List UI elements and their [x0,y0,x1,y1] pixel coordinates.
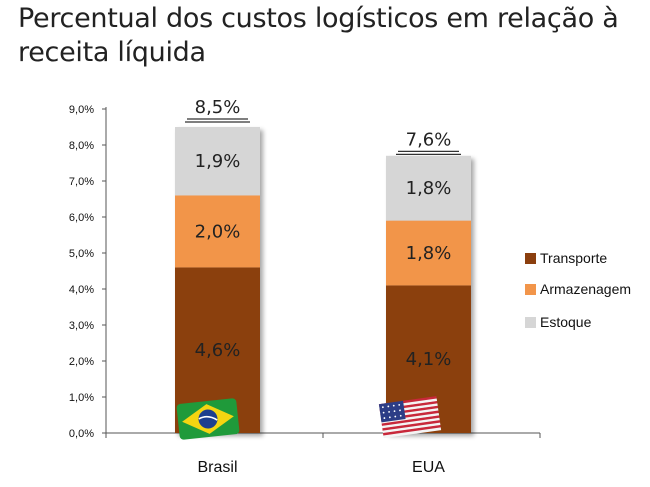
legend-label-transporte: Transporte [540,250,607,266]
bar-stack-eua [386,155,471,433]
total-label: 8,5% [195,97,241,118]
legend-swatch-armazenagem [525,284,536,295]
bar-segment-estoque [386,155,471,221]
data-label: 1,8% [406,243,452,264]
y-tick-label: 2,0% [69,356,94,368]
legend-label-armazenagem: Armazenagem [540,281,631,297]
y-tick-label: 1,0% [69,392,94,404]
legend-swatch-estoque [525,317,536,328]
usa-flag-icon [378,396,442,439]
category-label: Brasil [197,459,237,476]
y-tick-label: 6,0% [69,212,94,224]
y-tick-label: 5,0% [69,248,94,260]
category-label: EUA [412,459,445,476]
data-label: 4,6% [195,340,241,361]
brazil-flag-icon [176,398,240,440]
bar-segment-estoque [175,127,260,196]
y-tick-label: 4,0% [69,284,94,296]
y-tick-label: 8,0% [69,140,94,152]
data-label: 4,1% [406,349,452,370]
total-label: 7,6% [406,129,452,150]
y-tick-label: 9,0% [69,104,94,116]
bar-stack-brasil [175,127,260,433]
bar-segment-armazenagem [175,195,260,268]
y-tick-label: 0,0% [69,428,94,440]
data-label: 1,9% [195,151,241,172]
data-label: 2,0% [195,221,241,242]
legend-swatch-transporte [525,253,536,264]
legend-label-estoque: Estoque [540,314,592,330]
y-tick-label: 3,0% [69,320,94,332]
bar-segment-armazenagem [386,220,471,286]
y-tick-label: 7,0% [69,176,94,188]
data-label: 1,8% [406,178,452,199]
chart-title: Percentual dos custos logísticos em rela… [18,3,619,68]
